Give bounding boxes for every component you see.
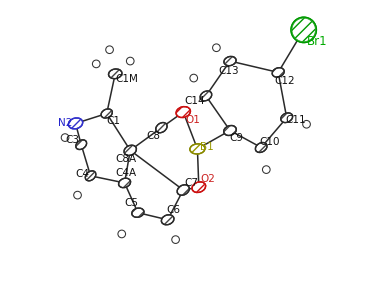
Circle shape: [93, 60, 100, 68]
Ellipse shape: [85, 171, 96, 181]
Ellipse shape: [281, 113, 293, 123]
Circle shape: [126, 57, 134, 65]
Text: C3: C3: [66, 135, 80, 145]
Ellipse shape: [272, 68, 284, 77]
Ellipse shape: [76, 140, 87, 150]
Ellipse shape: [176, 106, 191, 118]
Circle shape: [263, 166, 270, 173]
Circle shape: [74, 191, 82, 199]
Ellipse shape: [156, 122, 167, 133]
Ellipse shape: [255, 142, 267, 153]
Text: C5: C5: [125, 198, 139, 208]
Circle shape: [303, 120, 310, 128]
Circle shape: [212, 44, 220, 52]
Ellipse shape: [224, 56, 236, 66]
Text: C6: C6: [166, 204, 180, 214]
Text: C13: C13: [218, 66, 239, 76]
Text: C11: C11: [285, 115, 305, 125]
Ellipse shape: [118, 178, 131, 188]
Circle shape: [190, 74, 198, 82]
Ellipse shape: [68, 118, 83, 129]
Text: C8A: C8A: [115, 154, 136, 164]
Text: O2: O2: [200, 174, 215, 184]
Ellipse shape: [291, 17, 316, 43]
Text: C4: C4: [75, 169, 89, 179]
Circle shape: [172, 236, 180, 243]
Text: O1: O1: [185, 115, 200, 125]
Text: B1: B1: [200, 142, 213, 153]
Text: C10: C10: [260, 137, 280, 147]
Circle shape: [61, 134, 69, 141]
Ellipse shape: [177, 185, 189, 195]
Text: C1: C1: [107, 116, 121, 126]
Ellipse shape: [192, 182, 206, 193]
Text: C8: C8: [147, 131, 160, 141]
Ellipse shape: [190, 144, 205, 154]
Ellipse shape: [132, 208, 144, 217]
Text: C1M: C1M: [115, 74, 138, 84]
Ellipse shape: [101, 109, 113, 118]
Text: C12: C12: [274, 76, 295, 86]
Text: C4A: C4A: [115, 168, 136, 178]
Ellipse shape: [224, 125, 236, 135]
Ellipse shape: [200, 91, 212, 101]
Circle shape: [118, 230, 125, 238]
Ellipse shape: [124, 145, 136, 155]
Circle shape: [106, 46, 113, 54]
Ellipse shape: [109, 69, 122, 79]
Text: Br1: Br1: [307, 35, 328, 48]
Text: N2: N2: [58, 118, 72, 128]
Text: C9: C9: [229, 133, 243, 143]
Text: C7: C7: [185, 178, 199, 188]
Ellipse shape: [162, 215, 174, 225]
Text: C14: C14: [184, 96, 205, 106]
